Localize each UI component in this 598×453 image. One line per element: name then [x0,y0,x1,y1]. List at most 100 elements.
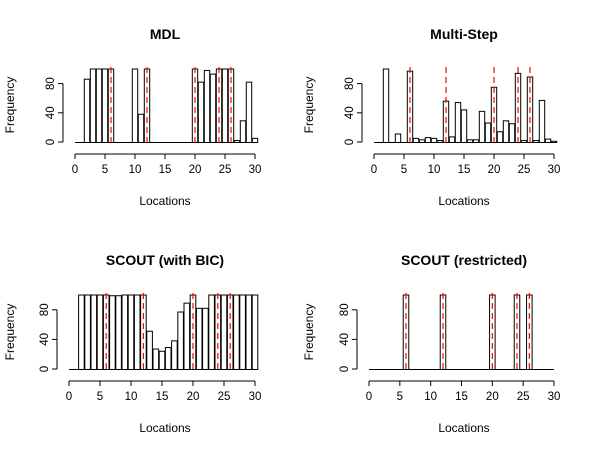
bar [460,109,468,143]
x-axis-label: Locations [139,421,190,435]
bar [195,307,203,371]
bar [532,140,540,143]
bar [78,294,85,370]
x-tick-label: 5 [397,391,403,403]
bar [520,140,528,143]
bar [436,140,444,143]
panel-title: SCOUT (restricted) [401,252,527,268]
bar [90,294,98,370]
x-tick-label: 20 [189,164,202,176]
y-tick-label: 40 [344,106,356,119]
panel-scout-restricted: SCOUT (restricted) Locations Frequency 0… [302,252,560,435]
x-tick-label: 5 [97,391,103,403]
bar [127,294,135,370]
bar [209,73,217,143]
bar [202,307,209,371]
bar [412,137,420,144]
bar [466,139,474,143]
x-tick-label: 25 [518,164,531,176]
x-tick-label: 30 [548,391,561,403]
bar [158,350,166,370]
bar [183,302,191,371]
bar [109,295,116,370]
bar [95,68,103,143]
bar [152,348,160,370]
bar [233,294,240,370]
bar [221,68,229,143]
x-tick-label: 15 [159,164,172,176]
bar [239,294,246,370]
bar [448,136,456,143]
x-tick-label: 20 [486,391,499,403]
bar [164,347,172,371]
x-tick-label: 25 [219,164,232,176]
panel-title: SCOUT (with BIC) [106,252,224,268]
bar [550,140,558,144]
x-tick-label: 5 [401,164,407,176]
x-tick-label: 30 [249,164,262,176]
bar [84,294,91,370]
panel-title: Multi-Step [430,26,498,42]
bar [220,294,228,370]
bar [454,102,462,143]
bar [171,340,178,371]
bar [137,113,145,144]
bar [101,68,109,143]
panel-multi-step: Multi-Step Locations Frequency 0 5 10 15 20 2… [302,26,560,208]
bar [121,294,129,370]
bar [394,133,402,144]
bar [133,294,141,370]
y-tick-label: 40 [339,333,351,346]
bar [496,131,504,143]
y-axis-label: Frequency [3,77,17,134]
y-axis-label: Frequency [302,77,316,134]
x-tick-label: 10 [129,164,142,176]
bar [233,140,241,143]
bar [418,139,426,143]
bar [89,68,97,143]
bar [490,86,498,143]
x-tick-label: 15 [455,391,468,403]
y-tick-label: 0 [45,139,57,145]
x-tick-label: 5 [102,164,108,176]
bar [251,137,259,144]
panel-mdl: MDL Locations Frequency 0 5 10 15 20 25 30 0 40 8… [3,26,261,208]
y-tick-label: 0 [39,366,51,372]
bar [96,294,104,370]
x-tick-label: 0 [371,164,377,176]
bar [83,78,91,143]
bar [203,69,211,143]
y-tick-label: 0 [344,139,356,145]
x-tick-label: 0 [366,391,372,403]
y-axis-label: Frequency [3,304,17,361]
bar [245,81,253,143]
x-tick-label: 0 [72,164,78,176]
bar [251,294,259,370]
panel-title: MDL [150,26,181,42]
x-axis-label: Locations [438,194,489,208]
y-axis-label: Frequency [302,304,316,361]
bar [208,294,215,370]
x-tick-label: 30 [249,391,262,403]
y-tick-label: 80 [45,77,57,90]
bar [538,99,546,143]
x-tick-label: 10 [424,391,437,403]
y-tick-label: 80 [344,77,356,90]
x-tick-label: 25 [218,391,231,403]
x-tick-label: 15 [458,164,471,176]
x-tick-label: 15 [156,391,169,403]
x-tick-label: 10 [125,391,138,403]
bar [484,122,492,143]
bar [146,330,153,371]
bar [115,295,122,370]
bar [424,137,432,143]
x-tick-label: 20 [488,164,501,176]
x-tick-label: 25 [517,391,530,403]
x-tick-label: 10 [428,164,441,176]
y-tick-label: 80 [39,303,51,316]
bar [502,120,510,144]
y-tick-label: 0 [339,366,351,372]
bar [177,311,184,370]
bar [472,139,480,143]
